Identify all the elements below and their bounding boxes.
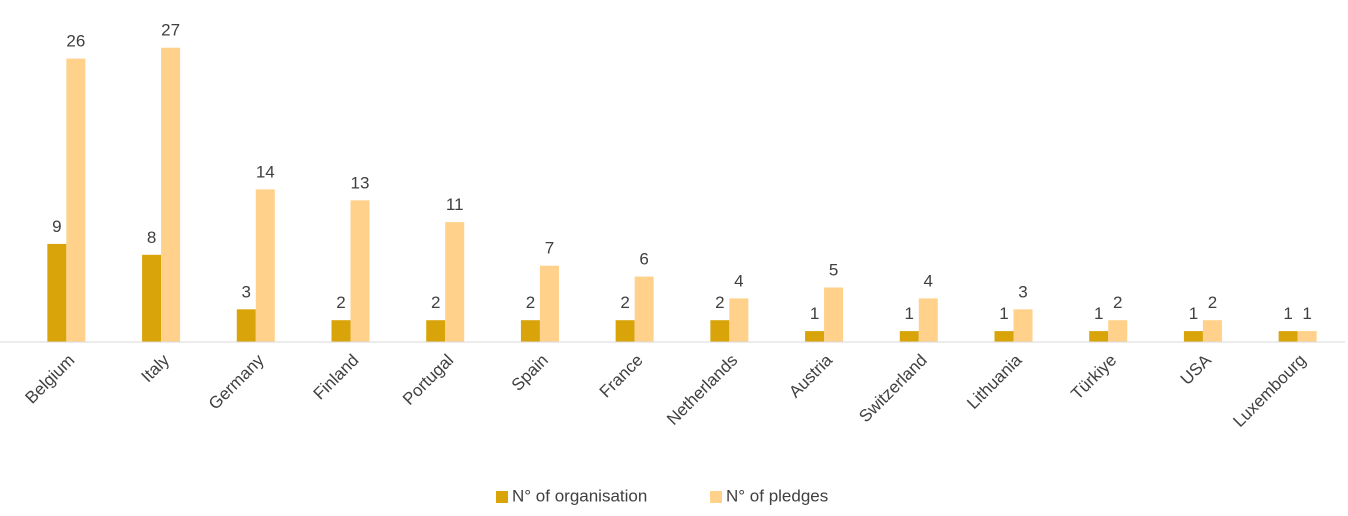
bar [710,320,730,342]
bar [1089,331,1109,342]
data-label: 2 [715,293,724,312]
legend-label: N° of pledges [726,486,828,505]
x-tick-label: Germany [205,350,268,413]
data-label: 4 [734,271,743,290]
data-label: 14 [256,162,275,181]
legend-swatch [496,491,508,503]
bar [824,287,844,342]
bar [255,189,275,342]
x-tick-label: Lithuania [963,350,1026,413]
data-label: 26 [66,32,85,51]
bar [520,320,540,342]
bar [539,265,559,342]
data-label: 2 [526,293,535,312]
data-label: 2 [431,293,440,312]
data-label: 8 [147,228,156,247]
bar [236,309,256,342]
x-tick-label: Belgium [21,351,78,408]
data-label: 1 [810,304,819,323]
legend-swatch [710,491,722,503]
bar [918,298,938,342]
bar [1108,320,1128,342]
data-label: 1 [905,304,914,323]
x-tick-label: Finland [310,351,363,404]
bar [161,47,181,342]
bar [1183,331,1203,342]
data-label: 5 [829,261,838,280]
bar [350,200,370,342]
data-label: 4 [924,271,933,290]
x-tick-label: USA [1177,350,1216,389]
data-label: 2 [1113,293,1122,312]
x-tick-label: Türkiye [1067,351,1120,404]
data-label: 2 [336,293,345,312]
data-label: 9 [52,217,61,236]
bar [426,320,446,342]
data-label: 11 [446,195,464,214]
data-label: 1 [1283,304,1292,323]
x-tick-label: Austria [785,350,836,401]
x-tick-label: Luxembourg [1229,351,1309,431]
data-label: 6 [639,250,648,269]
bar [994,331,1014,342]
bar [1297,331,1317,342]
x-tick-label: Italy [138,350,174,386]
bar [899,331,919,342]
data-label: 1 [1302,304,1311,323]
data-label: 1 [999,304,1008,323]
data-label: 1 [1094,304,1103,323]
bar [331,320,351,342]
bar [1278,331,1298,342]
bar [1202,320,1222,342]
data-label: 2 [1208,293,1217,312]
bar [445,222,465,342]
bar [805,331,825,342]
legend-label: N° of organisation [512,486,647,505]
x-tick-label: Portugal [399,351,457,409]
bar [142,254,162,342]
bar [1013,309,1033,342]
bar [47,243,67,342]
bar [615,320,635,342]
data-label: 3 [242,282,251,301]
bar [729,298,749,342]
bar [66,58,86,342]
data-label: 27 [161,21,180,40]
x-tick-label: Spain [508,351,552,395]
data-label: 2 [620,293,629,312]
bar [634,276,654,342]
x-tick-label: Netherlands [663,351,741,429]
data-label: 13 [351,173,370,192]
data-label: 3 [1018,282,1027,301]
data-label: 7 [545,239,554,258]
x-tick-label: France [596,351,647,402]
x-tick-label: Switzerland [855,351,931,427]
data-label: 1 [1189,304,1198,323]
